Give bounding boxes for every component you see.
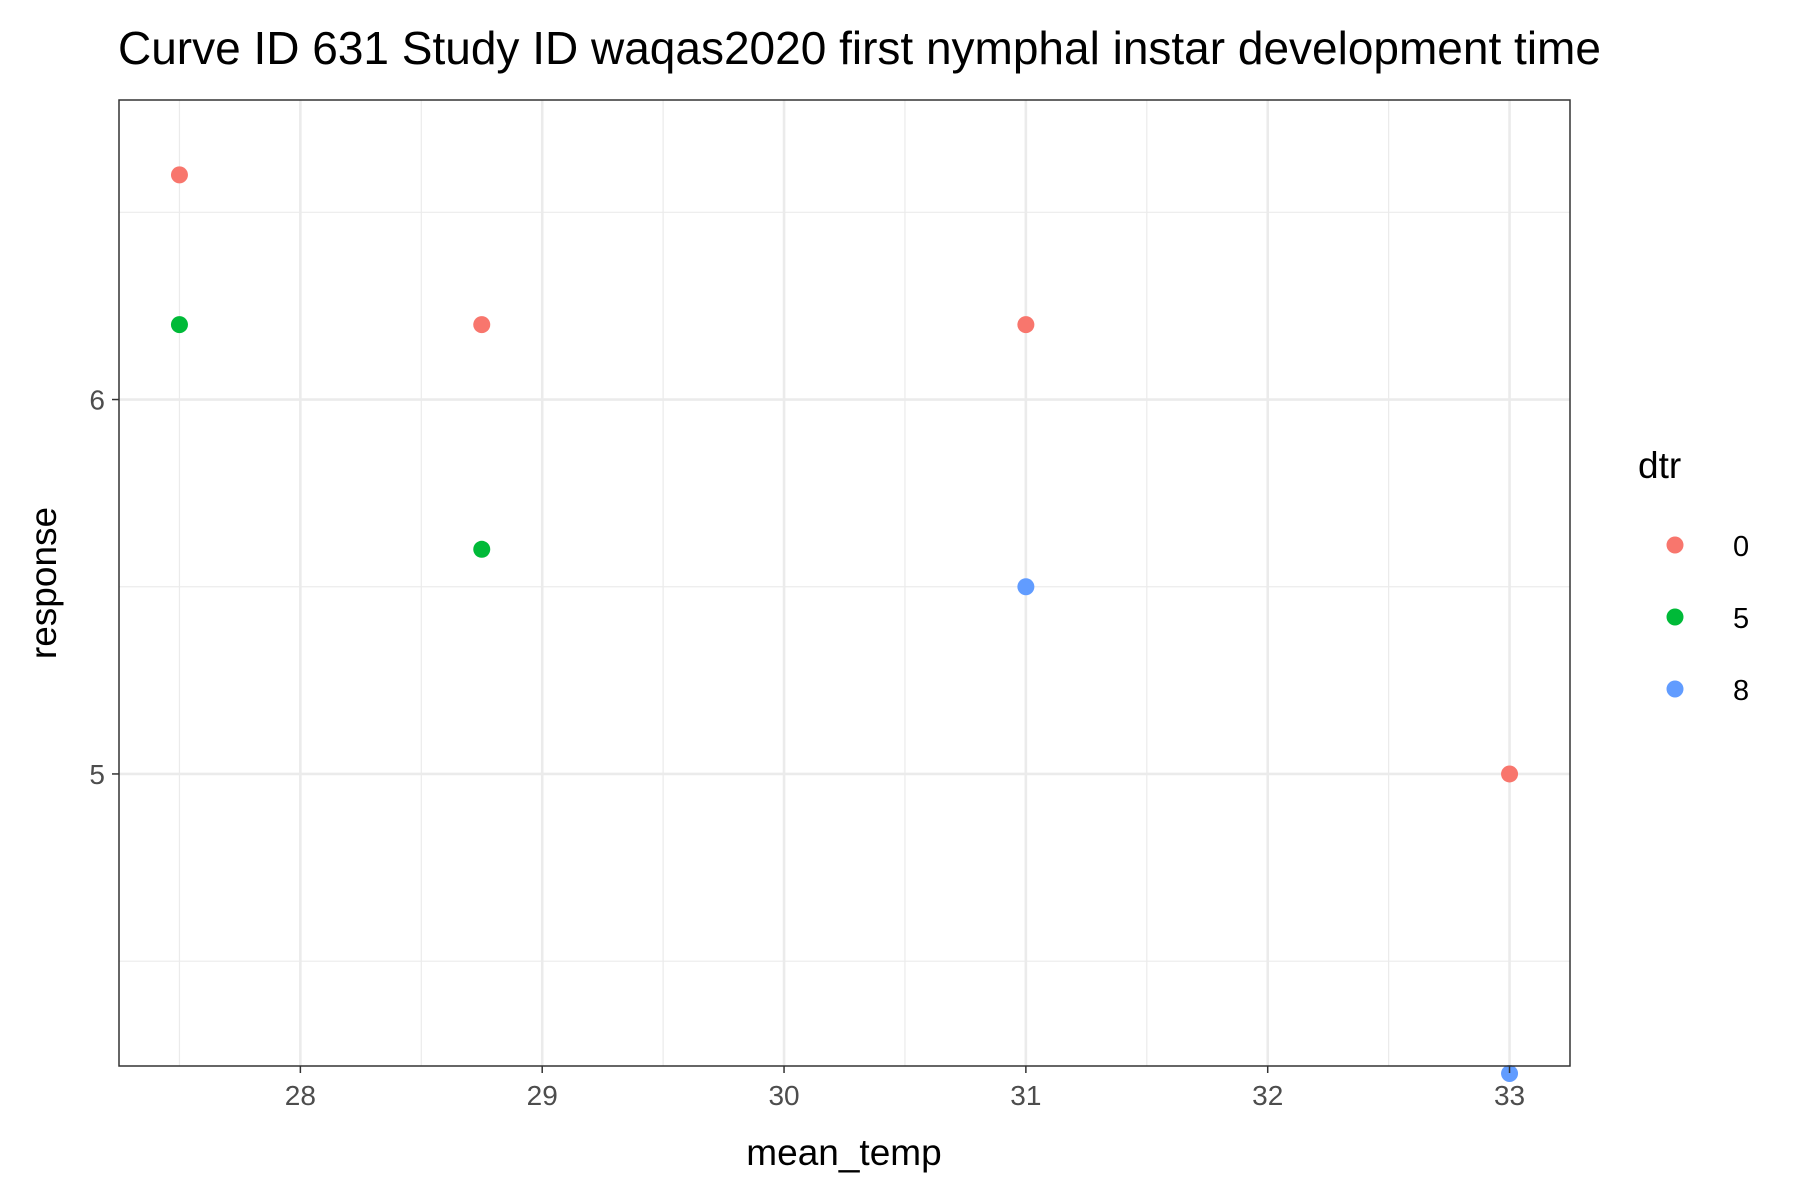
data-point-dtr-0: [473, 316, 491, 334]
legend-label-8: 8: [1733, 675, 1749, 707]
x-axis-ticks: 28 29 30 31 32 33: [285, 1066, 1525, 1111]
legend-label-0: 0: [1733, 531, 1749, 563]
y-axis-title: response: [23, 507, 64, 659]
data-points: [170, 166, 1519, 1082]
x-tick-label: 29: [527, 1080, 558, 1111]
y-tick-label: 6: [89, 385, 105, 416]
minor-gridlines: [119, 100, 1570, 1066]
data-point-dtr-0: [1501, 765, 1519, 783]
data-point-dtr-5: [473, 540, 491, 558]
chart-title: Curve ID 631 Study ID waqas2020 first ny…: [118, 22, 1601, 74]
data-point-dtr-5: [170, 316, 188, 334]
x-tick-label: 28: [285, 1080, 316, 1111]
data-point-dtr-8: [1501, 1064, 1519, 1082]
legend-label-5: 5: [1733, 603, 1749, 635]
plot-background: [119, 100, 1570, 1066]
x-axis-title: mean_temp: [746, 1132, 941, 1173]
data-point-dtr-0: [1017, 316, 1035, 334]
x-tick-label: 33: [1494, 1080, 1525, 1111]
legend-title: dtr: [1638, 445, 1681, 486]
y-axis-ticks: 56: [89, 385, 119, 790]
plot-border: [118, 99, 1571, 1067]
legend-key-0: [1666, 536, 1684, 554]
x-tick-label: 31: [1010, 1080, 1041, 1111]
y-tick-label: 5: [89, 759, 105, 790]
legend-key-5: [1666, 608, 1684, 626]
data-point-dtr-0: [170, 166, 188, 184]
x-tick-label: 32: [1252, 1080, 1283, 1111]
data-point-dtr-8: [1017, 578, 1035, 596]
x-tick-label: 30: [768, 1080, 799, 1111]
legend: dtr 0 5 8: [1638, 445, 1749, 707]
legend-key-8: [1666, 680, 1684, 698]
